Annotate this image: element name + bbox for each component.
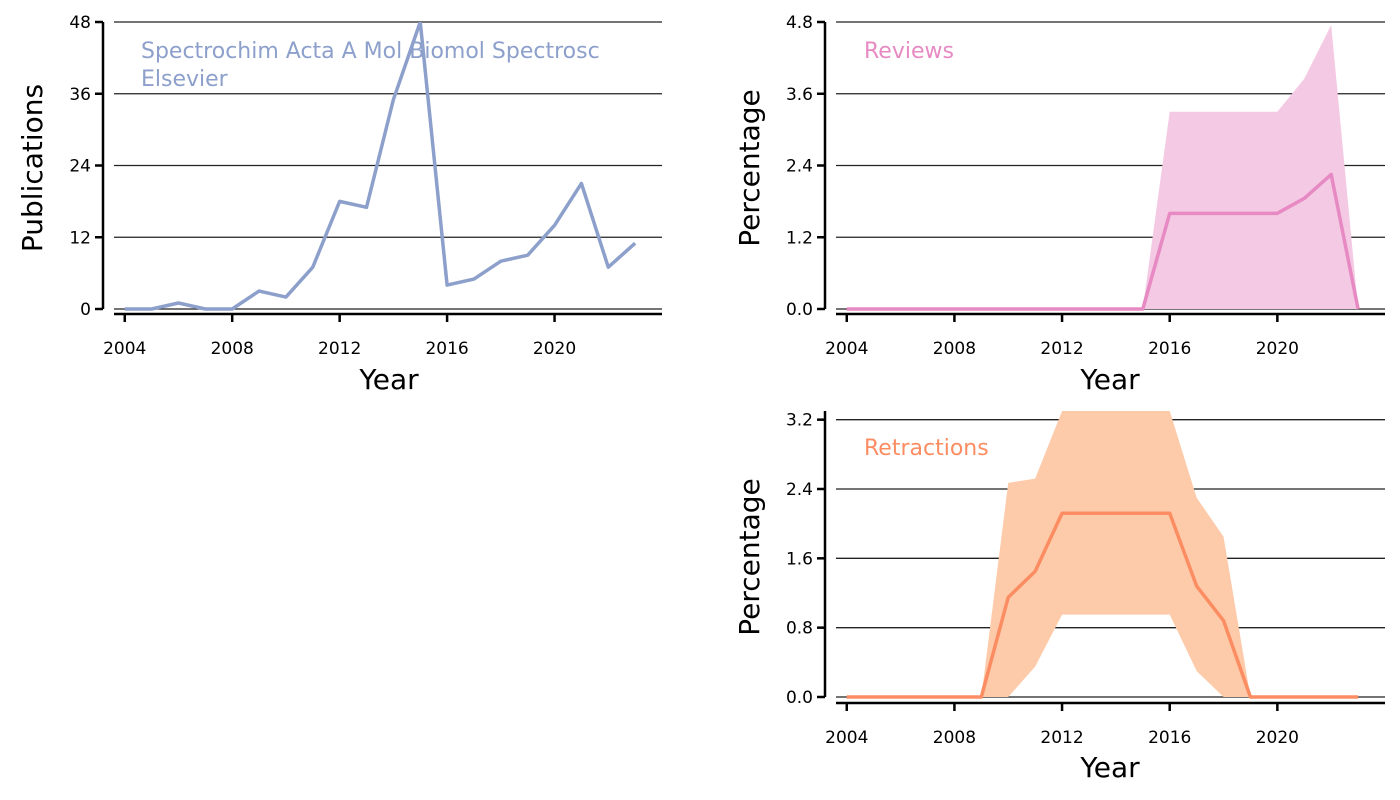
reviews-series-line (846, 172, 1360, 311)
reviews-y-tick-label-2: 2.4 (786, 157, 813, 177)
journal-name-annotation: Spectrochim Acta A Mol Biomol Spectrosc (141, 39, 600, 64)
publications-series-line (124, 22, 637, 311)
publications-x-tick-label-1: 2008 (211, 339, 254, 359)
retractions-series-line (846, 511, 1359, 699)
reviews-x-tick-label-1: 2008 (933, 339, 976, 359)
retractions-confidence-band (846, 411, 1359, 697)
retractions-y-tick-label-0: 0.0 (786, 688, 813, 708)
retractions-y-tick-label-1: 0.8 (786, 619, 813, 639)
retractions-y-tick-label-2: 1.6 (786, 549, 813, 569)
reviews-x-tick-label-0: 2004 (825, 339, 868, 359)
retractions-y-tick-label-3: 2.4 (786, 480, 813, 500)
reviews-y-tick-label-0: 0.0 (786, 300, 813, 320)
retractions-x-tick-label-1: 2008 (933, 728, 976, 748)
retractions-y-axis-label: Percentage (733, 478, 766, 636)
publications-x-tick-label-3: 2016 (425, 339, 468, 359)
reviews-x-tick-label-4: 2020 (1256, 339, 1299, 359)
publisher-name-annotation: Elsevier (141, 67, 229, 92)
reviews-y-axis-label: Percentage (733, 89, 766, 247)
retractions-x-tick-label-4: 2020 (1256, 728, 1299, 748)
publications-y-tick-label-3: 36 (69, 85, 91, 105)
reviews-x-tick-label-2: 2012 (1040, 339, 1083, 359)
publications-x-tick-label-2: 2012 (318, 339, 361, 359)
publications-x-tick-label-0: 2004 (103, 339, 146, 359)
reviews-y-tick-label-3: 3.6 (786, 85, 813, 105)
retractions-y-tick-label-4: 3.2 (786, 411, 813, 431)
publications-y-axis-label: Publications (16, 84, 49, 252)
retractions-annotation: Retractions (864, 436, 989, 461)
reviews-annotation: Reviews (864, 39, 954, 64)
retractions-x-tick-label-3: 2016 (1148, 728, 1191, 748)
publications-y-tick-label-4: 48 (69, 13, 91, 33)
reviews-y-tick-label-4: 4.8 (786, 13, 813, 33)
retractions-chart: 0.0 0.8 1.6 2.4 3.2 2004 2008 2012 2016 2020 Perce… (733, 411, 1385, 784)
retractions-x-axis-label: Year (1079, 751, 1140, 784)
retractions-x-tick-label-2: 2012 (1040, 728, 1083, 748)
reviews-y-tick-label-1: 1.2 (786, 228, 813, 248)
retractions-x-tick-label-0: 2004 (825, 728, 868, 748)
reviews-confidence-band (846, 24, 1359, 310)
publications-chart: 0 12 24 36 48 2004 2008 2012 2016 2020 Publication… (16, 13, 662, 396)
publications-x-axis-label: Year (358, 363, 419, 396)
publications-x-tick-label-4: 2020 (533, 339, 576, 359)
reviews-chart: 0.0 1.2 2.4 3.6 4.8 2004 2008 2012 2016 2020 Perce… (733, 13, 1385, 396)
reviews-x-axis-label: Year (1079, 363, 1140, 396)
publications-y-tick-label-0: 0 (80, 300, 91, 320)
reviews-x-tick-label-3: 2016 (1148, 339, 1191, 359)
publications-y-tick-label-1: 12 (69, 228, 91, 248)
publications-y-tick-label-2: 24 (69, 157, 91, 177)
